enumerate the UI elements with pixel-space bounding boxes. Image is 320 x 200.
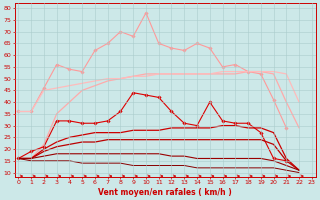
X-axis label: Vent moyen/en rafales ( km/h ): Vent moyen/en rafales ( km/h ) [98, 188, 232, 197]
